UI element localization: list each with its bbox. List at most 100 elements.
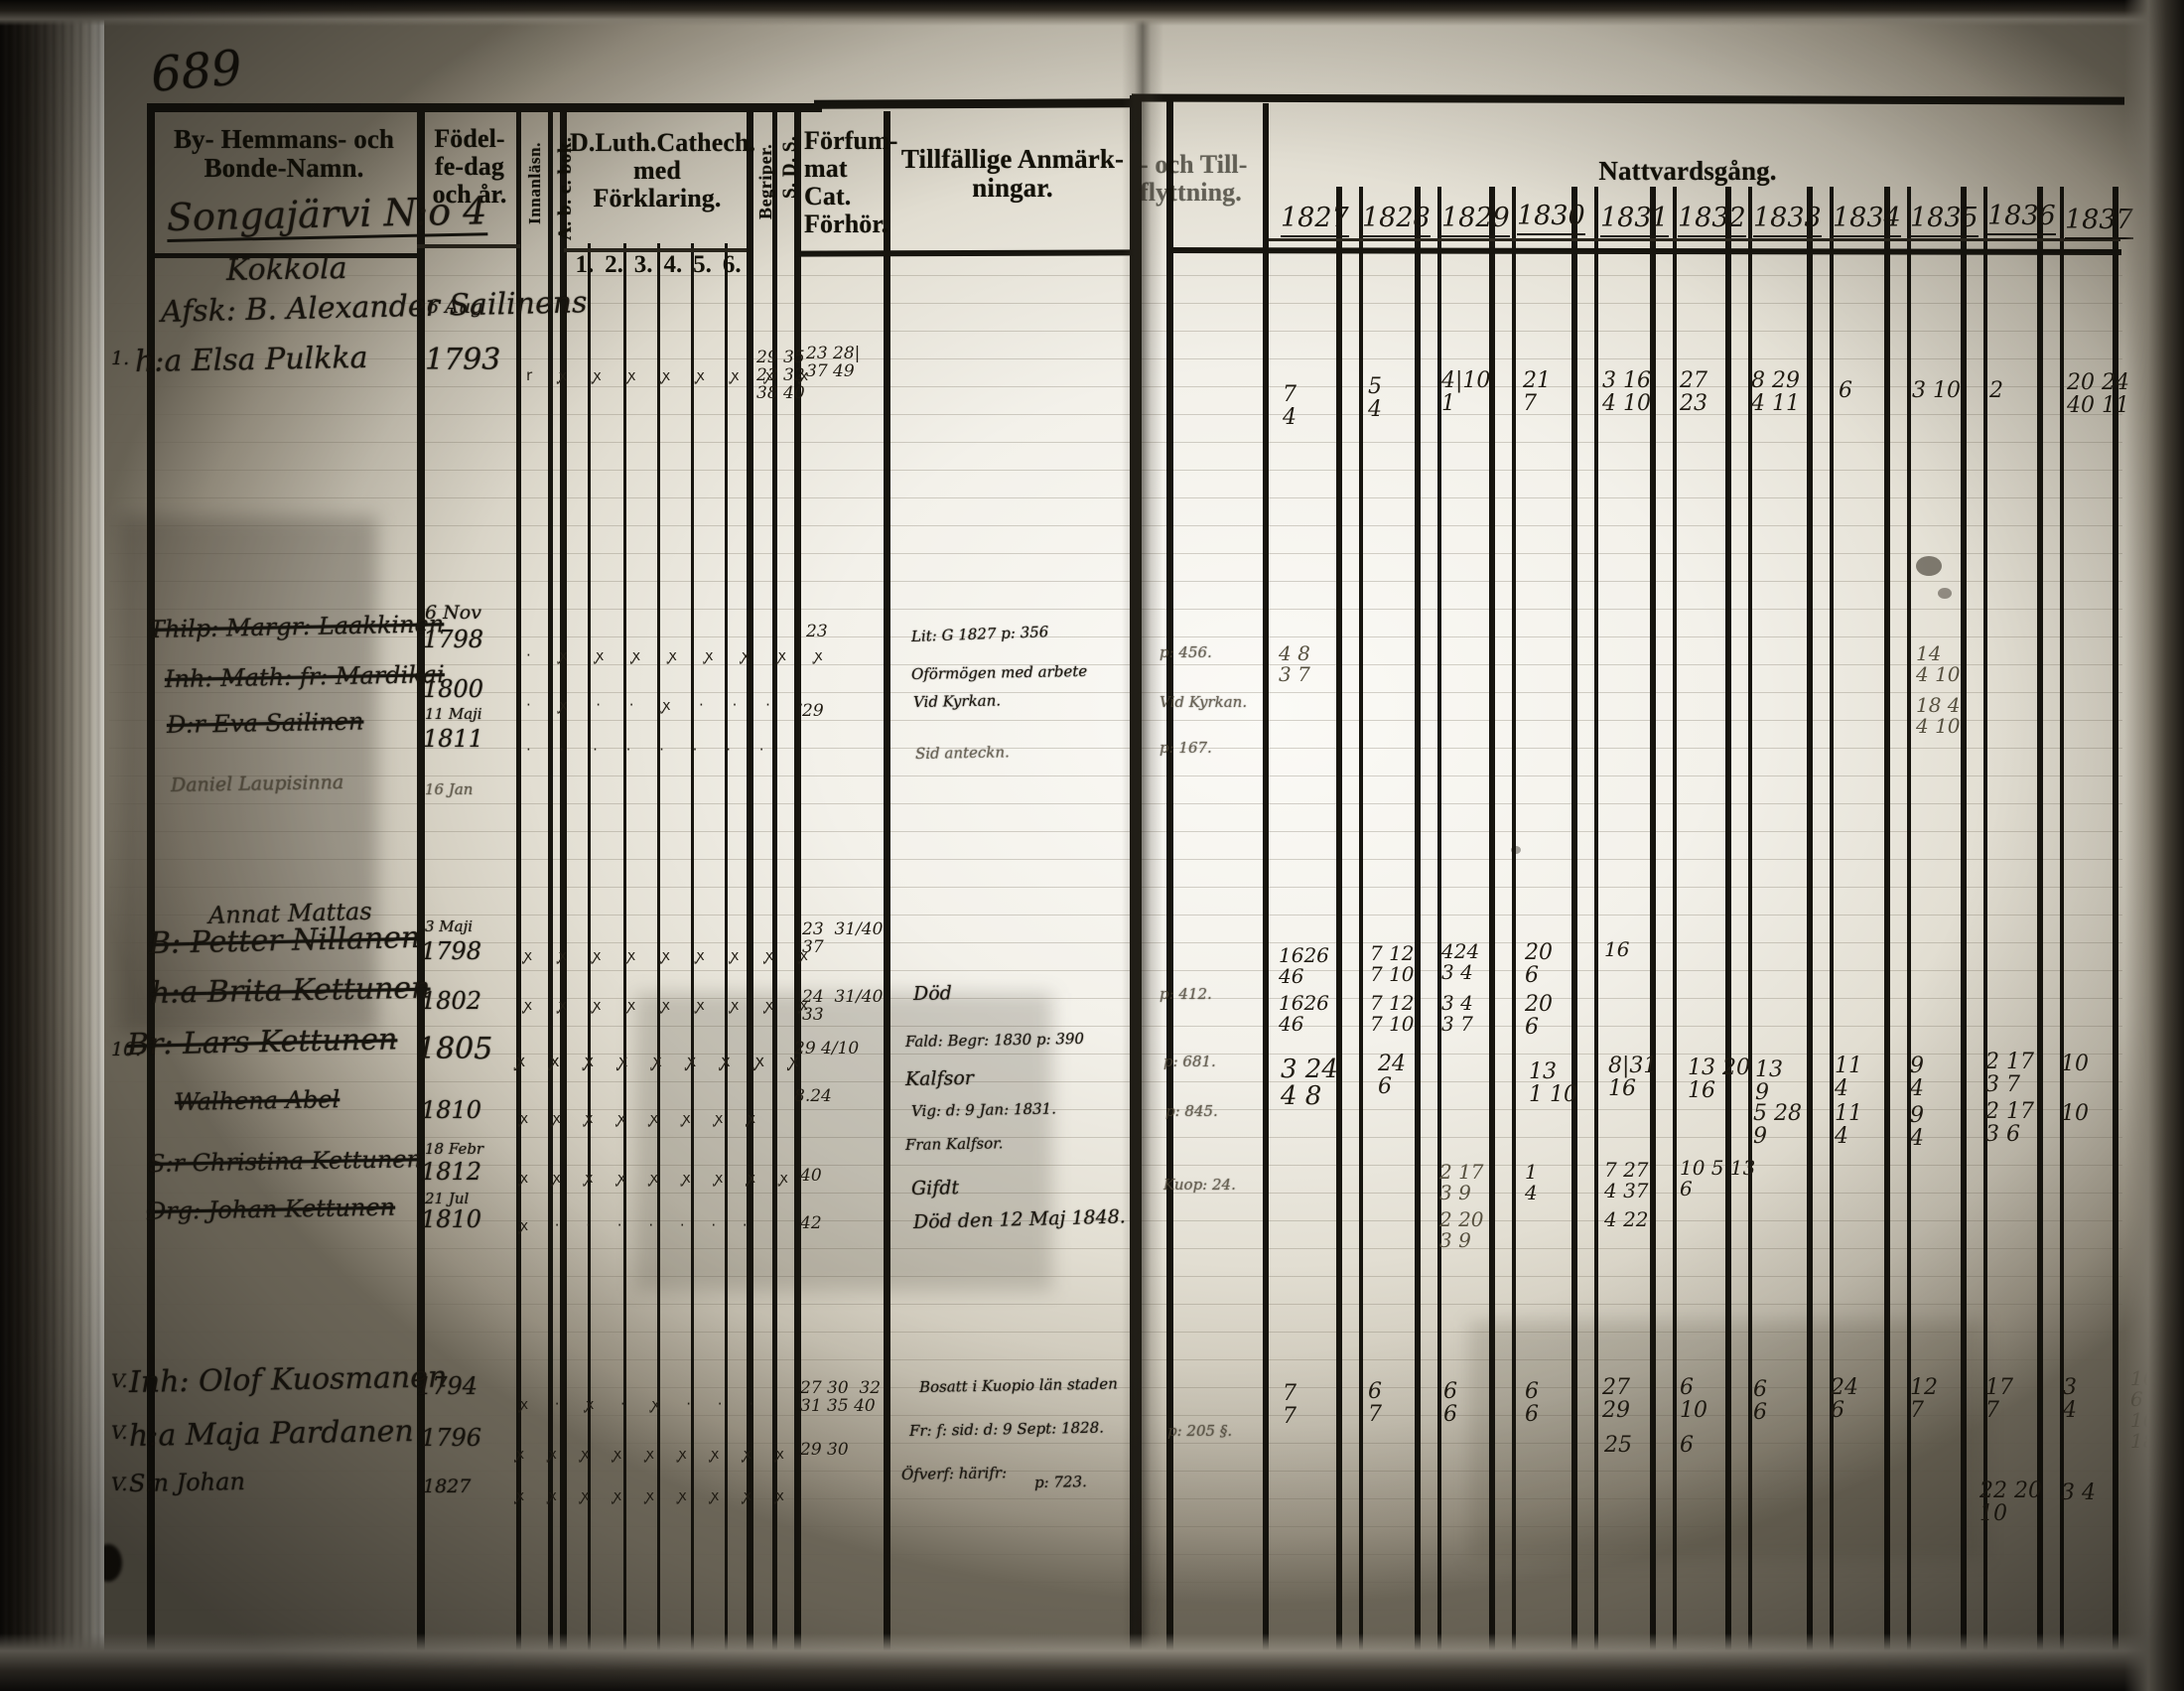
row-marker: V. [111, 1474, 128, 1495]
communion-tally: 10 [2061, 1052, 2089, 1076]
header-notes-line-2: ningar. [972, 173, 1053, 204]
communion-tally: 7 12 7 10 [1370, 941, 1415, 986]
entry-person-name: Walhena Abel [174, 1085, 341, 1116]
catechism-subcolumn-numbers: 1. 2. 3. 4. 5. 6. [570, 251, 747, 279]
annotation: Sid anteckn. [914, 743, 1011, 763]
entry-person-name: S:n Johan [128, 1467, 246, 1497]
entry-person-name: Daniel Laupisinna [170, 771, 344, 796]
header-birth-column: Födel- fe-dag och år. [427, 124, 512, 209]
header-forsummat-column: Förfum- mat Cat. Förhör. [804, 126, 897, 238]
communion-tally: 18 4 4 10 [1916, 693, 1961, 738]
communion-tally: 6 6 [1753, 1377, 1767, 1426]
year-label-1835: 1835 [1910, 203, 1979, 237]
communion-tally: 1626 46 [1279, 943, 1329, 988]
header-catechism-line-2: med Förklaring. [593, 156, 722, 213]
move-annotation: p: 681. [1163, 1053, 1216, 1070]
communion-tally: 27 23 [1680, 368, 1707, 417]
forsummat-marks: 40 [800, 1166, 822, 1186]
entry-birth-date: 6 Aug [427, 296, 483, 318]
entry-name: h:a Maja Pardanen [129, 1414, 414, 1454]
annotation: Fr: f: sid: d: 9 Sept: 1828. [908, 1418, 1105, 1440]
annotation: Död [912, 982, 953, 1005]
catechism-marks-row: · · · · · · · · [526, 741, 776, 759]
catechism-marks-row: r ꭙ ꭙ ꭙ ꭙ ꭙ ꭙ ꭙ ꭙ [526, 366, 819, 384]
communion-tally: 5 4 [1368, 374, 1382, 423]
communion-tally: 13 9 [1755, 1057, 1783, 1106]
forsummat-marks: 29 [802, 701, 824, 721]
communion-tally: 3 24 4 8 [1281, 1055, 1338, 1112]
entry-name: h:a Brita Kettunen [151, 971, 431, 1011]
catechism-marks-row: ꭙ ꭙ ꭙ ꭙ ꭙ ꭙ ꭙ ꭙ ꭙ [520, 1169, 798, 1187]
forsummat-marks: 42 [800, 1213, 822, 1233]
book-bottom-edge [0, 1633, 2184, 1691]
header-notes-line-1: Tillfällige Anmärk- [900, 144, 1125, 174]
annotation: Öfverf: härifr: [900, 1464, 1008, 1483]
forsummat-marks: 24 31/40 33 [802, 987, 884, 1025]
farm-heading: Kokkola [225, 250, 347, 288]
catechism-marks-row: ꭙ ꭙ ꭙ ꭙ ꭙ ꭙ ꭙ ꭙ ꭙ [516, 1052, 809, 1071]
communion-tally: 3 16 4 10 [1602, 368, 1651, 417]
entry-birth-year: 1793 [425, 343, 501, 377]
entry-birth-year: 1796 [421, 1424, 482, 1452]
book-top-edge [0, 0, 2184, 26]
move-annotation: p: 412. [1160, 985, 1212, 1003]
entry-birth-date: 18 Febr [425, 1140, 484, 1158]
year-label-1833: 1833 [1753, 203, 1822, 237]
communion-tally: 3 10 [1912, 378, 1961, 403]
annotation: Vig: d: 9 Jan: 1831. [910, 1099, 1057, 1120]
entry-name: Inh: Olof Kuosmanen [128, 1359, 448, 1400]
annotation: Vid Kyrkan. [912, 691, 1002, 711]
communion-tally: 21 7 [1523, 368, 1551, 417]
communion-tally: 7 27 4 37 [1604, 1158, 1649, 1202]
move-annotation: p: 167. [1160, 739, 1212, 757]
entry-birth-year: 1798 [423, 626, 484, 653]
entry-prefix: Inh: [128, 1363, 200, 1400]
annotation: Oförmögen med arbete [910, 661, 1088, 683]
header-birth-line-1: Födel- [434, 124, 505, 153]
communion-tally: 25 [1604, 1433, 1632, 1458]
header-name-column: By- Hemmans- och Bonde-Namn. [159, 124, 409, 184]
catechism-subnumber: 6. [722, 251, 742, 278]
row-marker: 1. [111, 348, 130, 369]
communion-tally: 20 6 [1525, 940, 1553, 989]
forsummat-marks: 27 30 32 31 35 40 [800, 1378, 882, 1416]
entry-person-name: Inh: Math: fr: Mardikai [164, 660, 446, 693]
annotation: Bosatt i Kuopio län staden [918, 1374, 1118, 1396]
entry-birth-year: 1805 [417, 1032, 493, 1066]
catechism-marks-row: ꭙ · ꭙ · ꭙ · · · [520, 1395, 765, 1413]
entry-birth-date: 6 Nov [425, 602, 481, 624]
entry-birth-date: 21 Jul [425, 1190, 470, 1207]
entry-person-name: Thilp: Margr: Laakkinen [148, 610, 445, 643]
header-catechism-column: D.Luth.Cathech. med Förklaring. [570, 128, 756, 213]
annotation: Kalfsor [904, 1066, 975, 1090]
communion-tally: 13 20 16 [1688, 1056, 1750, 1104]
communion-tally: 9 4 [1910, 1054, 1924, 1102]
forsummat-marks: 23 [806, 622, 828, 641]
catechism-marks-row: ꭙ ꭙ ꭙ ꭙ ꭙ ꭙ ꭙ ꭙ ꭙ [524, 996, 819, 1014]
header-move-column: - och Till- flyttning. [1140, 150, 1261, 207]
header-name-line-2: Bonde-Namn. [204, 153, 364, 184]
forsummat-marks: 29 30 [800, 1440, 849, 1460]
entry-person-name: Olof Kuosmanen [198, 1359, 448, 1399]
entry-name: B: Petter Nillanen [148, 919, 421, 961]
communion-tally: 6 6 [1443, 1379, 1457, 1428]
row-marker: V. [111, 1422, 128, 1444]
header-catechism-line-1: D.Luth.Cathech. [570, 128, 756, 157]
entry-prefix: B: [148, 925, 192, 961]
communion-tally: 17 7 [1985, 1375, 2013, 1424]
entry-birth-year: 1812 [421, 1158, 482, 1186]
entry-person-name: Drg: Johan Kettunen [146, 1193, 396, 1225]
move-annotation: p: 205 §. [1167, 1422, 1233, 1440]
communion-tally: 13 1 10 [1529, 1059, 1577, 1108]
move-annotation: p: 456. [1160, 643, 1212, 661]
communion-tally: 6 [1680, 1433, 1694, 1458]
village-heading: Songajärvi N:o 4 [166, 189, 487, 242]
entry-birth-date: 11 Maji [425, 705, 482, 723]
header-communion-column: Nattvardsgång. [1598, 156, 1777, 186]
communion-tally: 14 4 10 [1916, 641, 1961, 686]
communion-tally: 24 6 [1831, 1375, 1858, 1424]
annotation: Fald: Begr: 1830 p: 390 [904, 1029, 1085, 1051]
entry-birth-year: 1810 [421, 1205, 482, 1233]
entry-person-name: Petter Nillanen [190, 919, 421, 961]
